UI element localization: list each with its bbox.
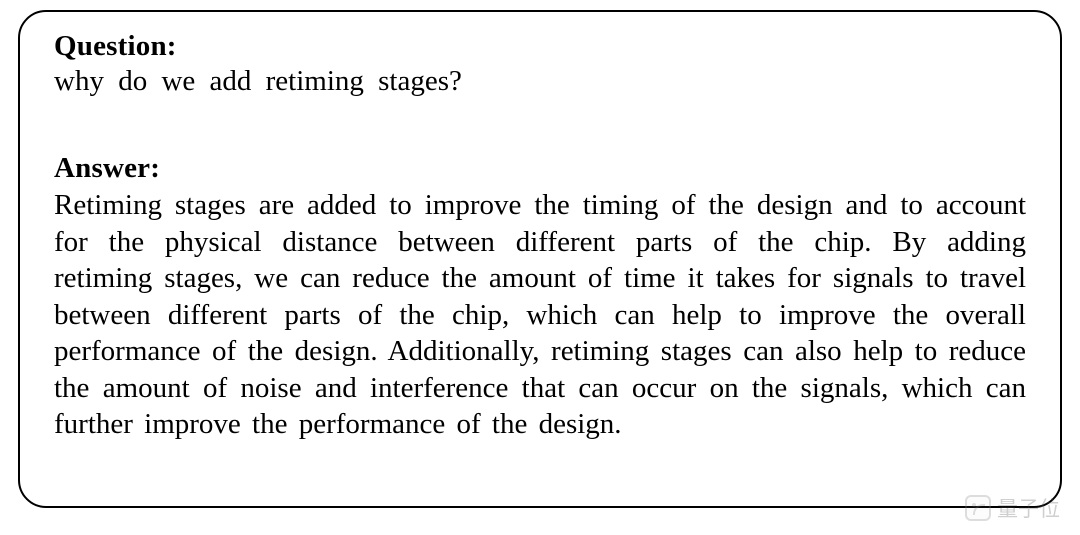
section-spacer: [54, 98, 1026, 152]
watermark-text: 量子位: [997, 493, 1060, 523]
answer-text: Retiming stages are added to improve the…: [54, 187, 1026, 443]
question-label: Question:: [54, 30, 1026, 63]
wechat-icon: [965, 495, 991, 521]
watermark: 量子位: [965, 493, 1060, 523]
qa-container: Question: why do we add retiming stages?…: [18, 10, 1062, 508]
answer-label: Answer:: [54, 152, 1026, 185]
question-text: why do we add retiming stages?: [54, 65, 1026, 98]
